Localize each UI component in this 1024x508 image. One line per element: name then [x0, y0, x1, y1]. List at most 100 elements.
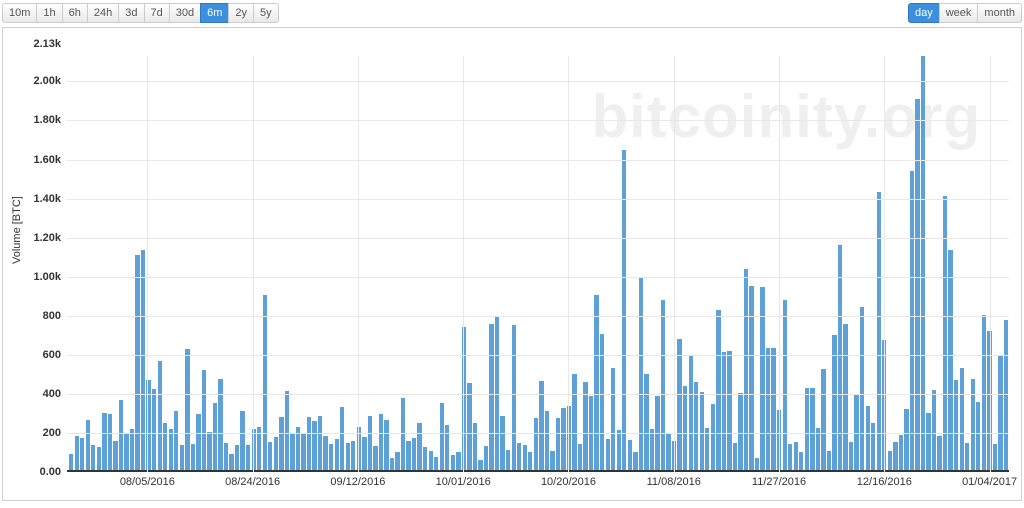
x-tick-label: 12/16/2016 — [857, 472, 912, 488]
bar — [467, 383, 471, 472]
gridline-h — [67, 238, 1009, 239]
bar — [191, 444, 195, 472]
bar — [661, 300, 665, 472]
bar — [379, 414, 383, 472]
y-tick-label: 0.00 — [40, 466, 61, 478]
bars-container — [67, 56, 1009, 472]
bar — [677, 339, 681, 472]
bar — [180, 445, 184, 472]
bar — [639, 278, 643, 472]
x-tick-label: 11/08/2016 — [647, 472, 701, 488]
bar — [666, 434, 670, 472]
bar — [749, 286, 753, 472]
bar — [606, 439, 610, 472]
bar — [727, 351, 731, 472]
bar — [318, 416, 322, 472]
granularity-group: dayweekmonth — [908, 3, 1022, 23]
time-range-button-7d[interactable]: 7d — [144, 3, 170, 23]
y-tick-label: 1.60k — [33, 154, 61, 166]
x-tick-label: 11/27/2016 — [752, 472, 806, 488]
bar — [534, 418, 538, 472]
y-tick-label: 1.20k — [33, 232, 61, 244]
gridline-h — [67, 199, 1009, 200]
gridline-h — [67, 394, 1009, 395]
gridline-h — [67, 277, 1009, 278]
y-tick-label: 2.00k — [33, 75, 61, 87]
bar — [329, 444, 333, 472]
bar — [429, 451, 433, 472]
bar — [976, 402, 980, 472]
bar — [473, 423, 477, 472]
bar — [1004, 320, 1008, 472]
time-range-button-6m[interactable]: 6m — [200, 3, 229, 23]
bar — [506, 450, 510, 472]
bar — [91, 445, 95, 472]
x-tick-label: 10/20/2016 — [541, 472, 596, 488]
bar — [108, 414, 112, 472]
bar — [899, 435, 903, 472]
bar — [722, 352, 726, 472]
bar — [401, 398, 405, 472]
bar — [594, 295, 598, 472]
bar — [849, 442, 853, 472]
bar — [694, 382, 698, 472]
bar — [788, 444, 792, 472]
time-range-button-3d[interactable]: 3d — [118, 3, 144, 23]
bar — [80, 438, 84, 472]
bar — [213, 403, 217, 472]
granularity-button-week[interactable]: week — [939, 3, 979, 23]
bar — [926, 413, 930, 472]
bar — [683, 386, 687, 472]
time-range-button-30d[interactable]: 30d — [169, 3, 201, 23]
bar — [783, 300, 787, 472]
bar — [312, 421, 316, 472]
bar — [196, 414, 200, 472]
y-tick-label: 1.00k — [33, 271, 61, 283]
time-range-button-1h[interactable]: 1h — [36, 3, 62, 23]
bar — [921, 56, 925, 472]
toolbar: 10m1h6h24h3d7d30d6m2y5y dayweekmonth — [0, 0, 1024, 23]
bar — [307, 417, 311, 472]
time-range-button-10m[interactable]: 10m — [2, 3, 37, 23]
bar — [124, 433, 128, 472]
bar — [301, 434, 305, 472]
granularity-button-day[interactable]: day — [908, 3, 940, 23]
gridline-v — [253, 56, 254, 472]
bar — [904, 409, 908, 472]
bar — [158, 361, 162, 472]
bar — [406, 441, 410, 472]
plot-area: 2.13k2.00k1.80k1.60k1.40k1.20k1.00k80060… — [67, 56, 1009, 472]
granularity-button-month[interactable]: month — [977, 3, 1022, 23]
bar — [888, 451, 892, 472]
bar — [733, 443, 737, 472]
bar — [141, 250, 145, 472]
bar — [705, 428, 709, 472]
bar — [583, 382, 587, 472]
bar — [102, 413, 106, 472]
bar — [827, 451, 831, 472]
y-tick-label: 1.40k — [33, 193, 61, 205]
bar — [440, 403, 444, 472]
bar — [650, 429, 654, 472]
time-range-button-2y[interactable]: 2y — [228, 3, 254, 23]
gridline-v — [147, 56, 148, 472]
bar — [960, 368, 964, 472]
y-tick-label: 600 — [43, 349, 61, 361]
bar — [838, 245, 842, 472]
bar — [965, 443, 969, 472]
y-axis-title: Volume [BTC] — [11, 196, 23, 264]
time-range-button-6h[interactable]: 6h — [62, 3, 88, 23]
bar — [279, 417, 283, 472]
bar — [628, 440, 632, 472]
bar — [113, 441, 117, 472]
bar — [871, 423, 875, 472]
bar — [417, 423, 421, 472]
bar — [689, 356, 693, 472]
bar — [119, 400, 123, 472]
bar — [185, 349, 189, 472]
y-tick-label: 200 — [43, 427, 61, 439]
time-range-button-24h[interactable]: 24h — [87, 3, 119, 23]
bar — [207, 432, 211, 472]
bar — [174, 411, 178, 472]
time-range-button-5y[interactable]: 5y — [253, 3, 279, 23]
